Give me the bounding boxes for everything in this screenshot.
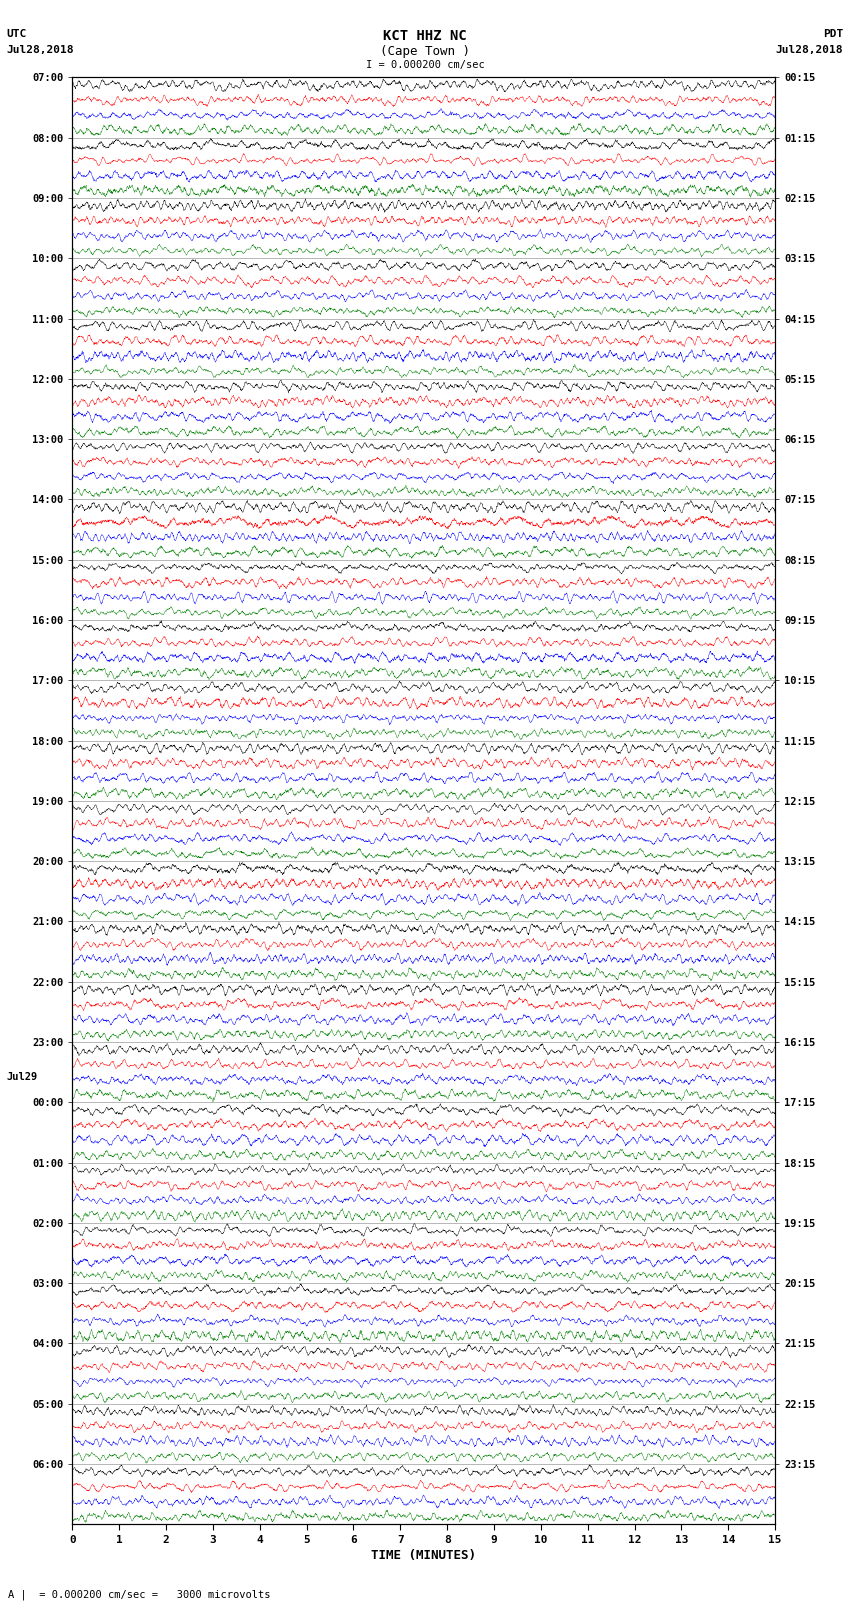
- Text: I = 0.000200 cm/sec: I = 0.000200 cm/sec: [366, 60, 484, 69]
- Text: Jul29: Jul29: [7, 1073, 38, 1082]
- Text: UTC: UTC: [7, 29, 27, 39]
- Text: A |  = 0.000200 cm/sec =   3000 microvolts: A | = 0.000200 cm/sec = 3000 microvolts: [8, 1589, 271, 1600]
- Text: Jul28,2018: Jul28,2018: [7, 45, 74, 55]
- Text: (Cape Town ): (Cape Town ): [380, 45, 470, 58]
- Text: KCT HHZ NC: KCT HHZ NC: [383, 29, 467, 44]
- Text: Jul28,2018: Jul28,2018: [776, 45, 843, 55]
- Text: PDT: PDT: [823, 29, 843, 39]
- X-axis label: TIME (MINUTES): TIME (MINUTES): [371, 1548, 476, 1561]
